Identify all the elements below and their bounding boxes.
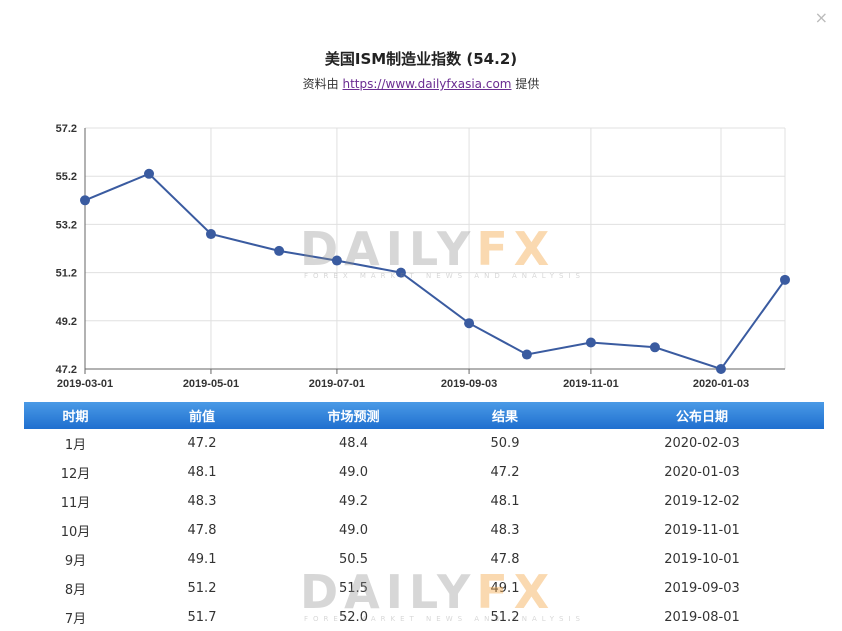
cell-previous: 51.2 — [187, 581, 217, 596]
y-tick-label: 57.2 — [56, 123, 77, 135]
x-tick-label: 2019-11-01 — [563, 378, 619, 390]
cell-actual: 48.3 — [490, 523, 520, 538]
cell-release-date: 2019-09-03 — [664, 581, 740, 596]
data-point — [395, 267, 406, 278]
x-tick-label: 2019-05-01 — [183, 378, 239, 390]
cell-actual: 49.1 — [490, 581, 520, 596]
table-row: 10月 47.8 49.0 48.3 2019-11-01 — [24, 516, 824, 545]
cell-previous: 47.8 — [187, 523, 217, 538]
source-link[interactable]: https://www.dailyfxasia.com — [342, 77, 512, 91]
cell-release-date: 2019-08-01 — [664, 610, 740, 625]
cell-actual: 51.2 — [490, 610, 520, 625]
x-tick-label: 2019-07-01 — [309, 378, 365, 390]
cell-period: 8月 — [64, 583, 87, 598]
data-point — [144, 168, 155, 179]
table-header-row: 时期 前值 市场预测 结果 公布日期 — [24, 402, 824, 429]
cell-period: 1月 — [64, 438, 87, 453]
cell-period: 12月 — [60, 467, 91, 482]
header-previous: 前值 — [188, 410, 215, 425]
close-icon[interactable]: × — [814, 8, 828, 27]
y-tick-label: 55.2 — [56, 171, 77, 183]
cell-actual: 50.9 — [490, 436, 520, 451]
y-tick-label: 51.2 — [56, 268, 77, 280]
cell-forecast: 51.5 — [339, 581, 368, 596]
x-tick-label: 2019-03-01 — [57, 378, 113, 390]
table-row: 9月 49.1 50.5 47.8 2019-10-01 — [24, 545, 824, 574]
cell-forecast: 49.0 — [339, 523, 368, 538]
cell-release-date: 2019-10-01 — [664, 552, 740, 567]
cell-actual: 47.2 — [490, 465, 520, 480]
cell-forecast: 48.4 — [339, 436, 368, 451]
cell-previous: 49.1 — [187, 552, 217, 567]
table-row: 12月 48.1 49.0 47.2 2020-01-03 — [24, 458, 824, 487]
cell-forecast: 52.0 — [339, 610, 368, 625]
data-point — [274, 245, 285, 256]
cell-actual: 48.1 — [490, 494, 520, 509]
cell-release-date: 2019-11-01 — [664, 523, 740, 538]
header-release-date: 公布日期 — [675, 410, 728, 425]
series-line — [84, 172, 786, 371]
cell-period: 10月 — [60, 525, 91, 540]
cell-release-date: 2020-02-03 — [664, 436, 740, 451]
cell-previous: 51.7 — [187, 610, 217, 625]
cell-actual: 47.8 — [490, 552, 520, 567]
chart-title: 美国ISM制造业指数 (54.2) — [324, 50, 518, 68]
cell-release-date: 2020-01-03 — [664, 465, 740, 480]
data-point — [331, 255, 342, 266]
table-row: 7月 51.7 52.0 51.2 2019-08-01 — [24, 603, 824, 631]
subtitle-prefix: 资料由 — [302, 77, 339, 91]
cell-previous: 48.3 — [187, 494, 217, 509]
subtitle-suffix: 提供 — [515, 77, 540, 91]
y-tick-label: 49.2 — [56, 316, 77, 328]
data-point — [205, 229, 216, 240]
cell-period: 9月 — [64, 554, 87, 569]
table-row: 8月 51.2 51.5 49.1 2019-09-03 — [24, 574, 824, 603]
data-point — [715, 364, 726, 374]
cell-previous: 47.2 — [187, 436, 217, 451]
y-tick-label: 47.2 — [56, 364, 77, 376]
header-forecast: 市场预测 — [327, 410, 380, 425]
cell-period: 11月 — [60, 496, 91, 511]
data-point — [80, 195, 90, 206]
data-point — [649, 342, 660, 353]
cell-release-date: 2019-12-02 — [664, 494, 740, 509]
cell-forecast: 49.2 — [339, 494, 368, 509]
table-row: 1月 47.2 48.4 50.9 2020-02-03 — [24, 429, 824, 458]
table-row: 11月 48.3 49.2 48.1 2019-12-02 — [24, 487, 824, 516]
cell-forecast: 49.0 — [339, 465, 368, 480]
line-chart: 47.2 49.2 51.2 53.2 55.2 57.2 2019-03-01 2019-0… — [56, 123, 790, 390]
data-point — [780, 274, 790, 285]
data-point — [585, 337, 596, 348]
y-tick-label: 53.2 — [56, 219, 77, 231]
data-point — [464, 318, 475, 329]
data-table: 时期 前值 市场预测 结果 公布日期 1月 47.2 48.4 50.9 202… — [24, 402, 824, 631]
chart-subtitle: 资料由 https://www.dailyfxasia.com 提供 — [0, 75, 842, 92]
cell-forecast: 50.5 — [339, 552, 368, 567]
header-actual: 结果 — [491, 410, 518, 425]
header-period: 时期 — [62, 410, 89, 425]
x-tick-label: 2019-09-03 — [441, 378, 497, 390]
data-point — [521, 349, 532, 360]
x-tick-label: 2020-01-03 — [693, 378, 749, 390]
cell-previous: 48.1 — [187, 465, 217, 480]
cell-period: 7月 — [64, 612, 87, 627]
